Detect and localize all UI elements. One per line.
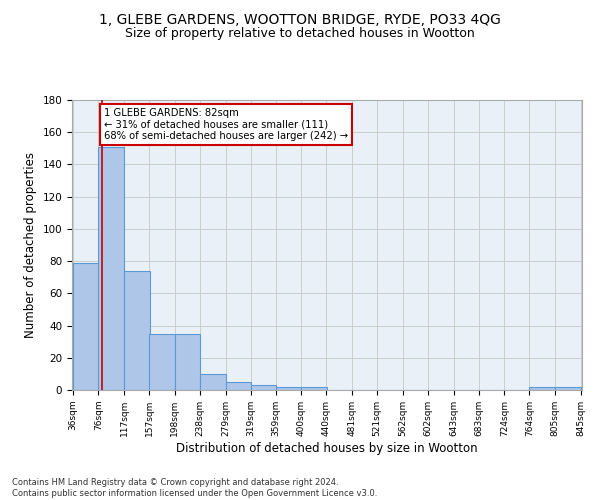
Bar (275, 387, 301, 390)
X-axis label: Distribution of detached houses by size in Wootton: Distribution of detached houses by size … (176, 442, 478, 454)
Bar (555, 387, 581, 390)
Bar (73, 262, 99, 390)
Text: Size of property relative to detached houses in Wootton: Size of property relative to detached ho… (125, 28, 475, 40)
Bar (226, 382, 251, 390)
Text: 1 GLEBE GARDENS: 82sqm
← 31% of detached houses are smaller (111)
68% of semi-de: 1 GLEBE GARDENS: 82sqm ← 31% of detached… (104, 108, 348, 142)
Bar (200, 374, 226, 390)
Text: Contains HM Land Registry data © Crown copyright and database right 2024.
Contai: Contains HM Land Registry data © Crown c… (12, 478, 377, 498)
Bar (98, 146, 124, 390)
Bar (124, 271, 149, 390)
Bar (175, 334, 200, 390)
Bar (149, 334, 175, 390)
Y-axis label: Number of detached properties: Number of detached properties (24, 152, 37, 338)
Text: 1, GLEBE GARDENS, WOOTTON BRIDGE, RYDE, PO33 4QG: 1, GLEBE GARDENS, WOOTTON BRIDGE, RYDE, … (99, 12, 501, 26)
Bar (529, 387, 555, 390)
Bar (251, 385, 276, 390)
Bar (301, 387, 327, 390)
